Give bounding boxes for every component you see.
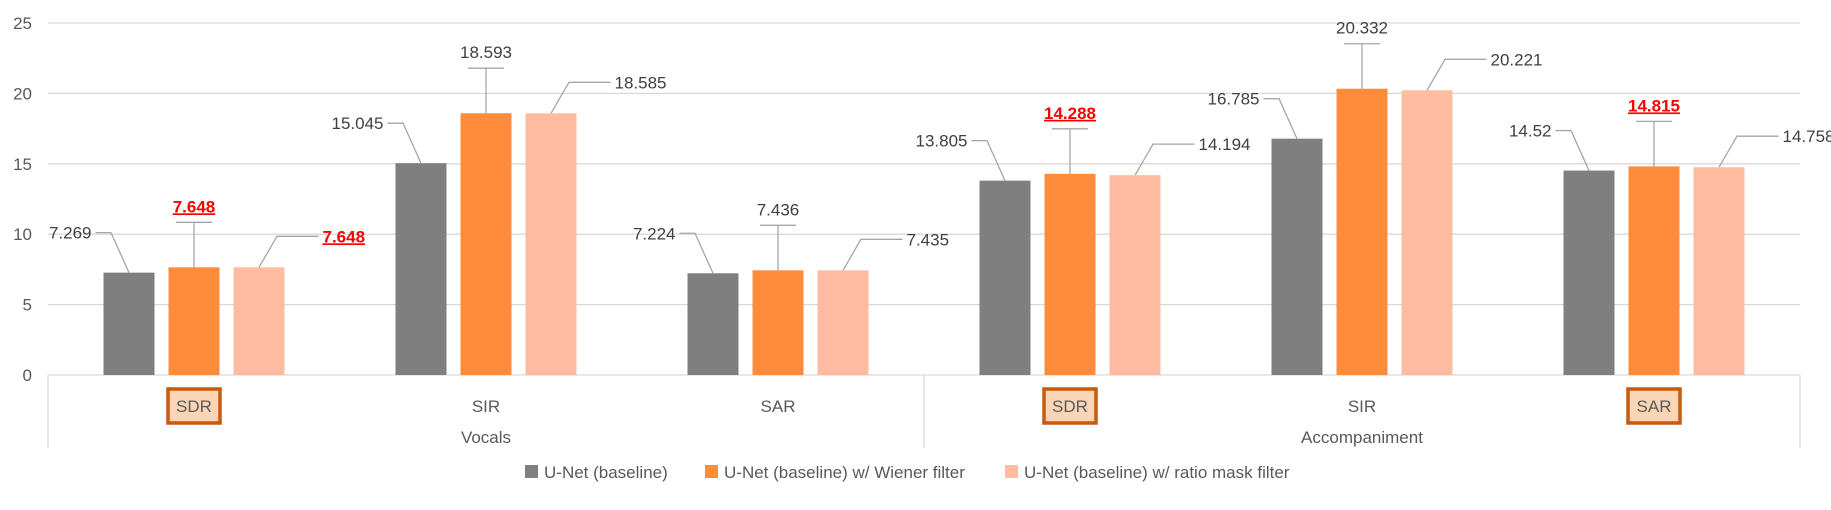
leader-line [259, 236, 319, 267]
bar [753, 270, 804, 375]
data-label: 15.045 [332, 114, 384, 133]
leader-line [388, 123, 422, 163]
group-label: Vocals [461, 428, 511, 447]
bar [1629, 166, 1680, 375]
bar [818, 270, 869, 375]
y-tick-label: 15 [13, 155, 32, 174]
leader-line [551, 82, 611, 113]
data-label: 7.269 [49, 224, 92, 243]
legend-label: U-Net (baseline) w/ Wiener filter [724, 463, 965, 482]
bar [1402, 90, 1453, 375]
data-label: 13.805 [916, 132, 968, 151]
leader-line [1135, 144, 1195, 175]
data-label: 16.785 [1208, 90, 1260, 109]
bar [688, 273, 739, 375]
bar [461, 113, 512, 375]
y-tick-label: 20 [13, 84, 32, 103]
bar [1272, 139, 1323, 375]
y-tick-label: 10 [13, 225, 32, 244]
bar [1337, 89, 1388, 375]
bar [1045, 174, 1096, 375]
data-label: 7.224 [633, 224, 676, 243]
legend-swatch [1005, 465, 1018, 478]
category-label: SIR [472, 397, 500, 416]
leader-line [1264, 99, 1298, 139]
data-label: 7.648 [323, 227, 366, 246]
bar [980, 181, 1031, 375]
legend-label: U-Net (baseline) w/ ratio mask filter [1024, 463, 1290, 482]
category-label: SAR [761, 397, 796, 416]
data-label: 7.436 [757, 200, 800, 219]
legend-swatch [705, 465, 718, 478]
bar [104, 273, 155, 375]
data-label: 20.332 [1336, 19, 1388, 38]
category-label: SDR [176, 397, 212, 416]
data-label: 14.52 [1509, 122, 1552, 141]
legend-label: U-Net (baseline) [544, 463, 668, 482]
y-tick-label: 5 [23, 296, 32, 315]
data-label: 18.593 [460, 43, 512, 62]
legend-swatch [525, 465, 538, 478]
data-label: 7.648 [173, 197, 216, 216]
bar [1694, 167, 1745, 375]
data-label: 18.585 [615, 73, 667, 92]
leader-line [1719, 136, 1779, 167]
group-label: Accompaniment [1301, 428, 1423, 447]
bar [396, 163, 447, 375]
category-label: SAR [1637, 397, 1672, 416]
category-label: SDR [1052, 397, 1088, 416]
bar [234, 267, 285, 375]
data-label: 14.288 [1044, 104, 1096, 123]
y-tick-label: 25 [13, 14, 32, 33]
leader-line [680, 233, 714, 273]
data-label: 7.435 [907, 230, 950, 249]
category-label: SIR [1348, 397, 1376, 416]
leader-line [972, 141, 1006, 181]
leader-line [1556, 131, 1590, 171]
leader-line [843, 239, 903, 270]
leader-line [96, 233, 130, 273]
bar [526, 113, 577, 375]
bar [1564, 171, 1615, 375]
bar [169, 267, 220, 375]
leader-line [1427, 59, 1487, 90]
data-label: 20.221 [1491, 50, 1543, 69]
data-label: 14.194 [1199, 135, 1251, 154]
data-label: 14.815 [1628, 96, 1680, 115]
y-tick-label: 0 [23, 366, 32, 385]
data-label: 14.758 [1783, 127, 1831, 146]
bar [1110, 175, 1161, 375]
